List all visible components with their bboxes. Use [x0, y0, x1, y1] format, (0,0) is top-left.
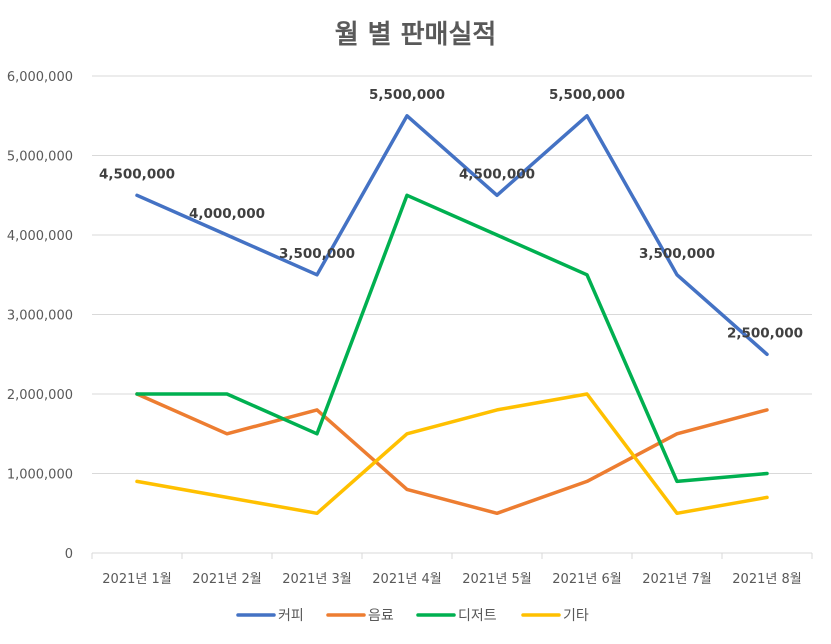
- legend-item: 기타: [521, 608, 589, 624]
- legend-item: 디저트: [416, 608, 497, 624]
- y-tick-label: 1,000,000: [7, 468, 73, 483]
- legend-label: 음료: [368, 608, 394, 624]
- legend: 커피 음료 디저트 기타: [236, 608, 589, 624]
- x-tick-label: 2021년 3월: [282, 572, 351, 587]
- x-tick-label: 2021년 7월: [642, 572, 711, 587]
- series-line: [135, 193, 769, 484]
- legend-item: 커피: [236, 608, 304, 624]
- y-tick-label: 0: [65, 547, 73, 562]
- y-tick-label: 3,000,000: [7, 309, 73, 324]
- x-tick-label: 2021년 8월: [732, 572, 801, 587]
- data-label: 4,500,000: [459, 166, 535, 182]
- y-tick-label: 4,000,000: [7, 229, 73, 244]
- legend-label: 기타: [563, 608, 589, 624]
- axes: 0 1,000,000 2,000,000 3,000,000 4,000,000 5,0…: [7, 70, 813, 587]
- y-tick-label: 6,000,000: [7, 70, 73, 85]
- legend-label: 디저트: [458, 608, 497, 624]
- data-labels: 4,500,000 4,000,000 3,500,000 5,500,000 4,50…: [99, 87, 803, 342]
- x-tick-label: 2021년 2월: [192, 572, 261, 587]
- series-line: [135, 392, 769, 516]
- data-label: 5,500,000: [369, 87, 445, 103]
- x-tick-label: 2021년 4월: [372, 572, 441, 587]
- y-tick-label: 2,000,000: [7, 388, 73, 403]
- data-label: 3,500,000: [279, 246, 355, 262]
- series-lines: [135, 114, 769, 516]
- legend-label: 커피: [278, 608, 304, 624]
- x-tick-label: 2021년 5월: [462, 572, 531, 587]
- series-line: [135, 114, 769, 357]
- data-label: 5,500,000: [549, 87, 625, 103]
- series-line: [135, 392, 769, 516]
- x-tick-label: 2021년 1월: [102, 572, 171, 587]
- gridlines: [92, 75, 812, 474]
- data-label: 3,500,000: [639, 246, 715, 262]
- data-label: 2,500,000: [727, 325, 803, 341]
- data-label: 4,000,000: [189, 206, 265, 222]
- y-tick-label: 5,000,000: [7, 150, 73, 165]
- data-label: 4,500,000: [99, 166, 175, 182]
- x-tick-label: 2021년 6월: [552, 572, 621, 587]
- legend-item: 음료: [326, 608, 394, 624]
- chart-title: 월 별 판매실적: [334, 20, 497, 50]
